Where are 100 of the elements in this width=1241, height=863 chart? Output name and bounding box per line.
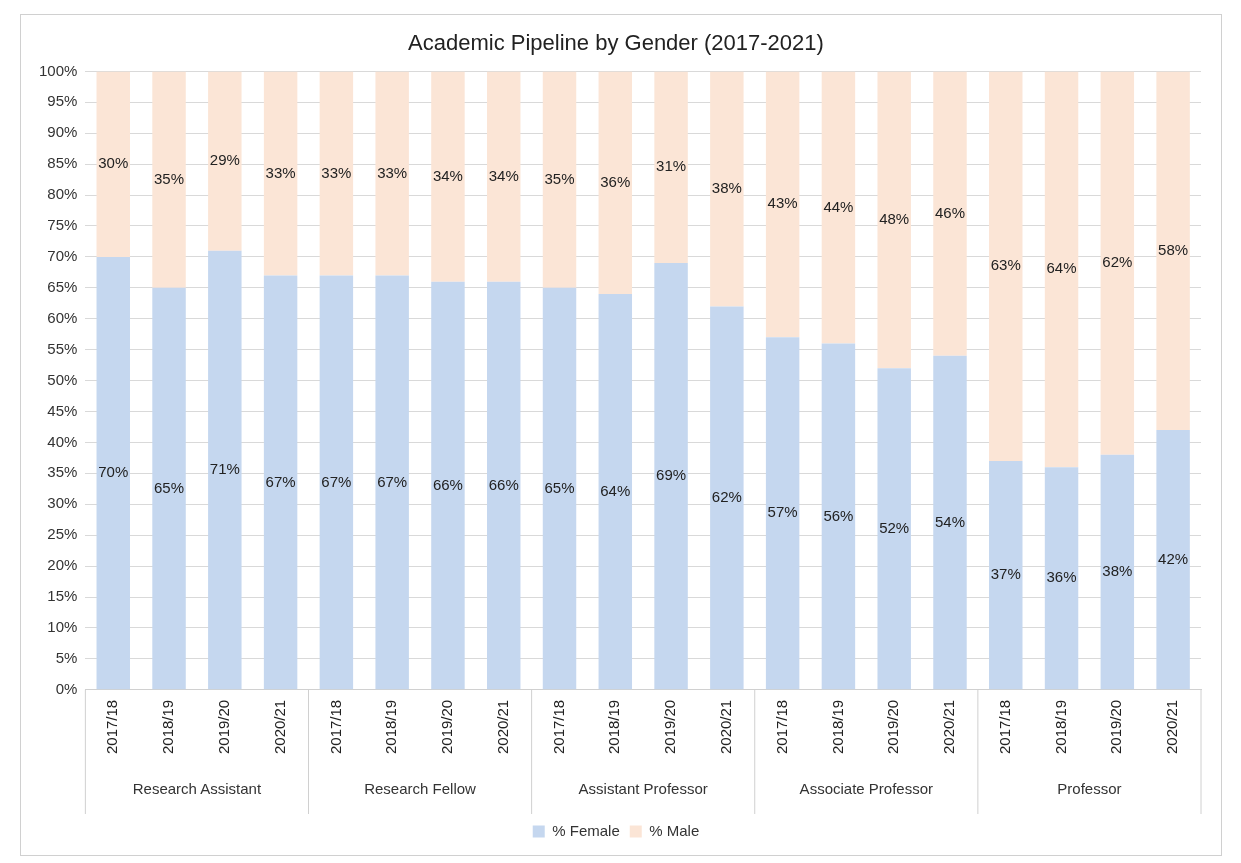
- data-label: 29%: [209, 151, 240, 169]
- data-label: 69%: [656, 466, 687, 484]
- data-label: 65%: [544, 478, 575, 496]
- data-label: 62%: [711, 487, 742, 505]
- bar: [765, 337, 800, 690]
- x-tick-label: 2019/20: [661, 699, 679, 755]
- y-tick-label: 60%: [47, 308, 78, 326]
- x-tick-label: 2020/21: [493, 699, 511, 755]
- bar: [486, 281, 521, 690]
- bar: [152, 71, 186, 288]
- data-label: 31%: [656, 157, 687, 175]
- bar: [1156, 430, 1190, 690]
- bar: [319, 71, 354, 276]
- bar: [765, 71, 800, 338]
- bar: [375, 275, 409, 690]
- bar: [821, 71, 856, 344]
- data-label: 71%: [209, 460, 240, 478]
- bar: [877, 71, 911, 369]
- bar: [542, 287, 577, 690]
- bar: [1100, 454, 1135, 690]
- text: Research Assistant: [132, 780, 262, 798]
- x-tick-label: 2017/18: [549, 699, 567, 755]
- x-tick-label: 2019/20: [1107, 699, 1125, 755]
- x-tick-label: 2018/19: [605, 699, 623, 755]
- y-tick-label: 75%: [47, 216, 78, 234]
- y-tick-label: 90%: [47, 123, 78, 141]
- bar: [486, 71, 521, 282]
- y-tick-label: 50%: [47, 370, 78, 388]
- x-tick-label: 2017/18: [772, 699, 790, 755]
- data-label: 58%: [1158, 240, 1189, 258]
- x-tick-label: 2017/18: [326, 699, 344, 755]
- x-tick-label: 2018/19: [382, 699, 400, 755]
- data-label: 70%: [98, 463, 129, 481]
- bar: [933, 355, 967, 690]
- data-label: 46%: [934, 203, 965, 221]
- bar: [152, 287, 186, 690]
- y-tick-label: 40%: [47, 432, 78, 450]
- text: Associate Professor: [799, 780, 934, 798]
- text: Research Fellow: [364, 780, 477, 798]
- bar: [263, 275, 298, 690]
- x-tick-label: 2020/21: [270, 699, 288, 755]
- text: Assistant Professor: [578, 780, 708, 798]
- text: Professor: [1057, 780, 1122, 798]
- y-tick-label: 100%: [38, 61, 78, 79]
- y-tick-label: 10%: [47, 618, 78, 636]
- data-label: 66%: [432, 475, 463, 493]
- data-label: 35%: [544, 169, 575, 187]
- legend-label: % Male: [649, 821, 700, 839]
- data-label: 57%: [767, 503, 798, 521]
- data-label: 56%: [823, 506, 854, 524]
- x-tick-label: 2018/19: [828, 699, 846, 755]
- data-label: 37%: [990, 565, 1021, 583]
- data-label: 34%: [432, 166, 463, 184]
- data-label: 67%: [377, 472, 408, 490]
- y-tick-label: 95%: [47, 92, 78, 110]
- bar: [598, 294, 633, 690]
- data-label: 38%: [711, 179, 742, 197]
- x-tick-label: 2019/20: [214, 699, 232, 755]
- data-label: 35%: [154, 169, 185, 187]
- legend-label: % Female: [552, 821, 620, 839]
- bar: [542, 71, 577, 288]
- bar: [877, 368, 911, 690]
- y-tick-label: 30%: [47, 494, 78, 512]
- bar: [431, 281, 465, 690]
- x-tick-label: 2020/21: [1163, 699, 1181, 755]
- y-tick-label: 25%: [47, 525, 78, 543]
- x-tick-label: 2018/19: [159, 699, 177, 755]
- bar: [208, 250, 242, 690]
- bar: [933, 71, 967, 356]
- data-label: 34%: [488, 166, 519, 184]
- data-label: 33%: [321, 163, 352, 181]
- data-label: 67%: [265, 472, 296, 490]
- data-label: 63%: [990, 256, 1021, 274]
- x-tick-label: 2017/18: [103, 699, 121, 755]
- data-label: 54%: [934, 512, 965, 530]
- data-label: 48%: [879, 209, 910, 227]
- data-label: 66%: [488, 475, 519, 493]
- x-tick-label: 2017/18: [995, 699, 1013, 755]
- y-tick-label: 45%: [47, 401, 78, 419]
- bar: [598, 71, 633, 295]
- bar: [821, 343, 856, 690]
- bar: [710, 71, 744, 307]
- y-tick-label: 65%: [47, 277, 78, 295]
- data-label: 62%: [1102, 253, 1133, 271]
- y-tick-label: 85%: [47, 154, 78, 172]
- data-label: 30%: [98, 154, 129, 172]
- bar: [96, 71, 130, 257]
- y-tick-label: 0%: [55, 679, 78, 697]
- bar: [208, 71, 242, 251]
- data-label: 33%: [377, 163, 408, 181]
- y-tick-label: 15%: [47, 587, 78, 605]
- bar: [1100, 71, 1135, 455]
- data-label: 42%: [1158, 549, 1189, 567]
- bar: [654, 263, 688, 690]
- data-label: 33%: [265, 163, 296, 181]
- bar: [375, 71, 409, 276]
- x-tick-label: 2018/19: [1051, 699, 1069, 755]
- bar: [319, 275, 354, 690]
- data-label: 64%: [1046, 259, 1077, 277]
- x-tick-label: 2020/21: [940, 699, 958, 755]
